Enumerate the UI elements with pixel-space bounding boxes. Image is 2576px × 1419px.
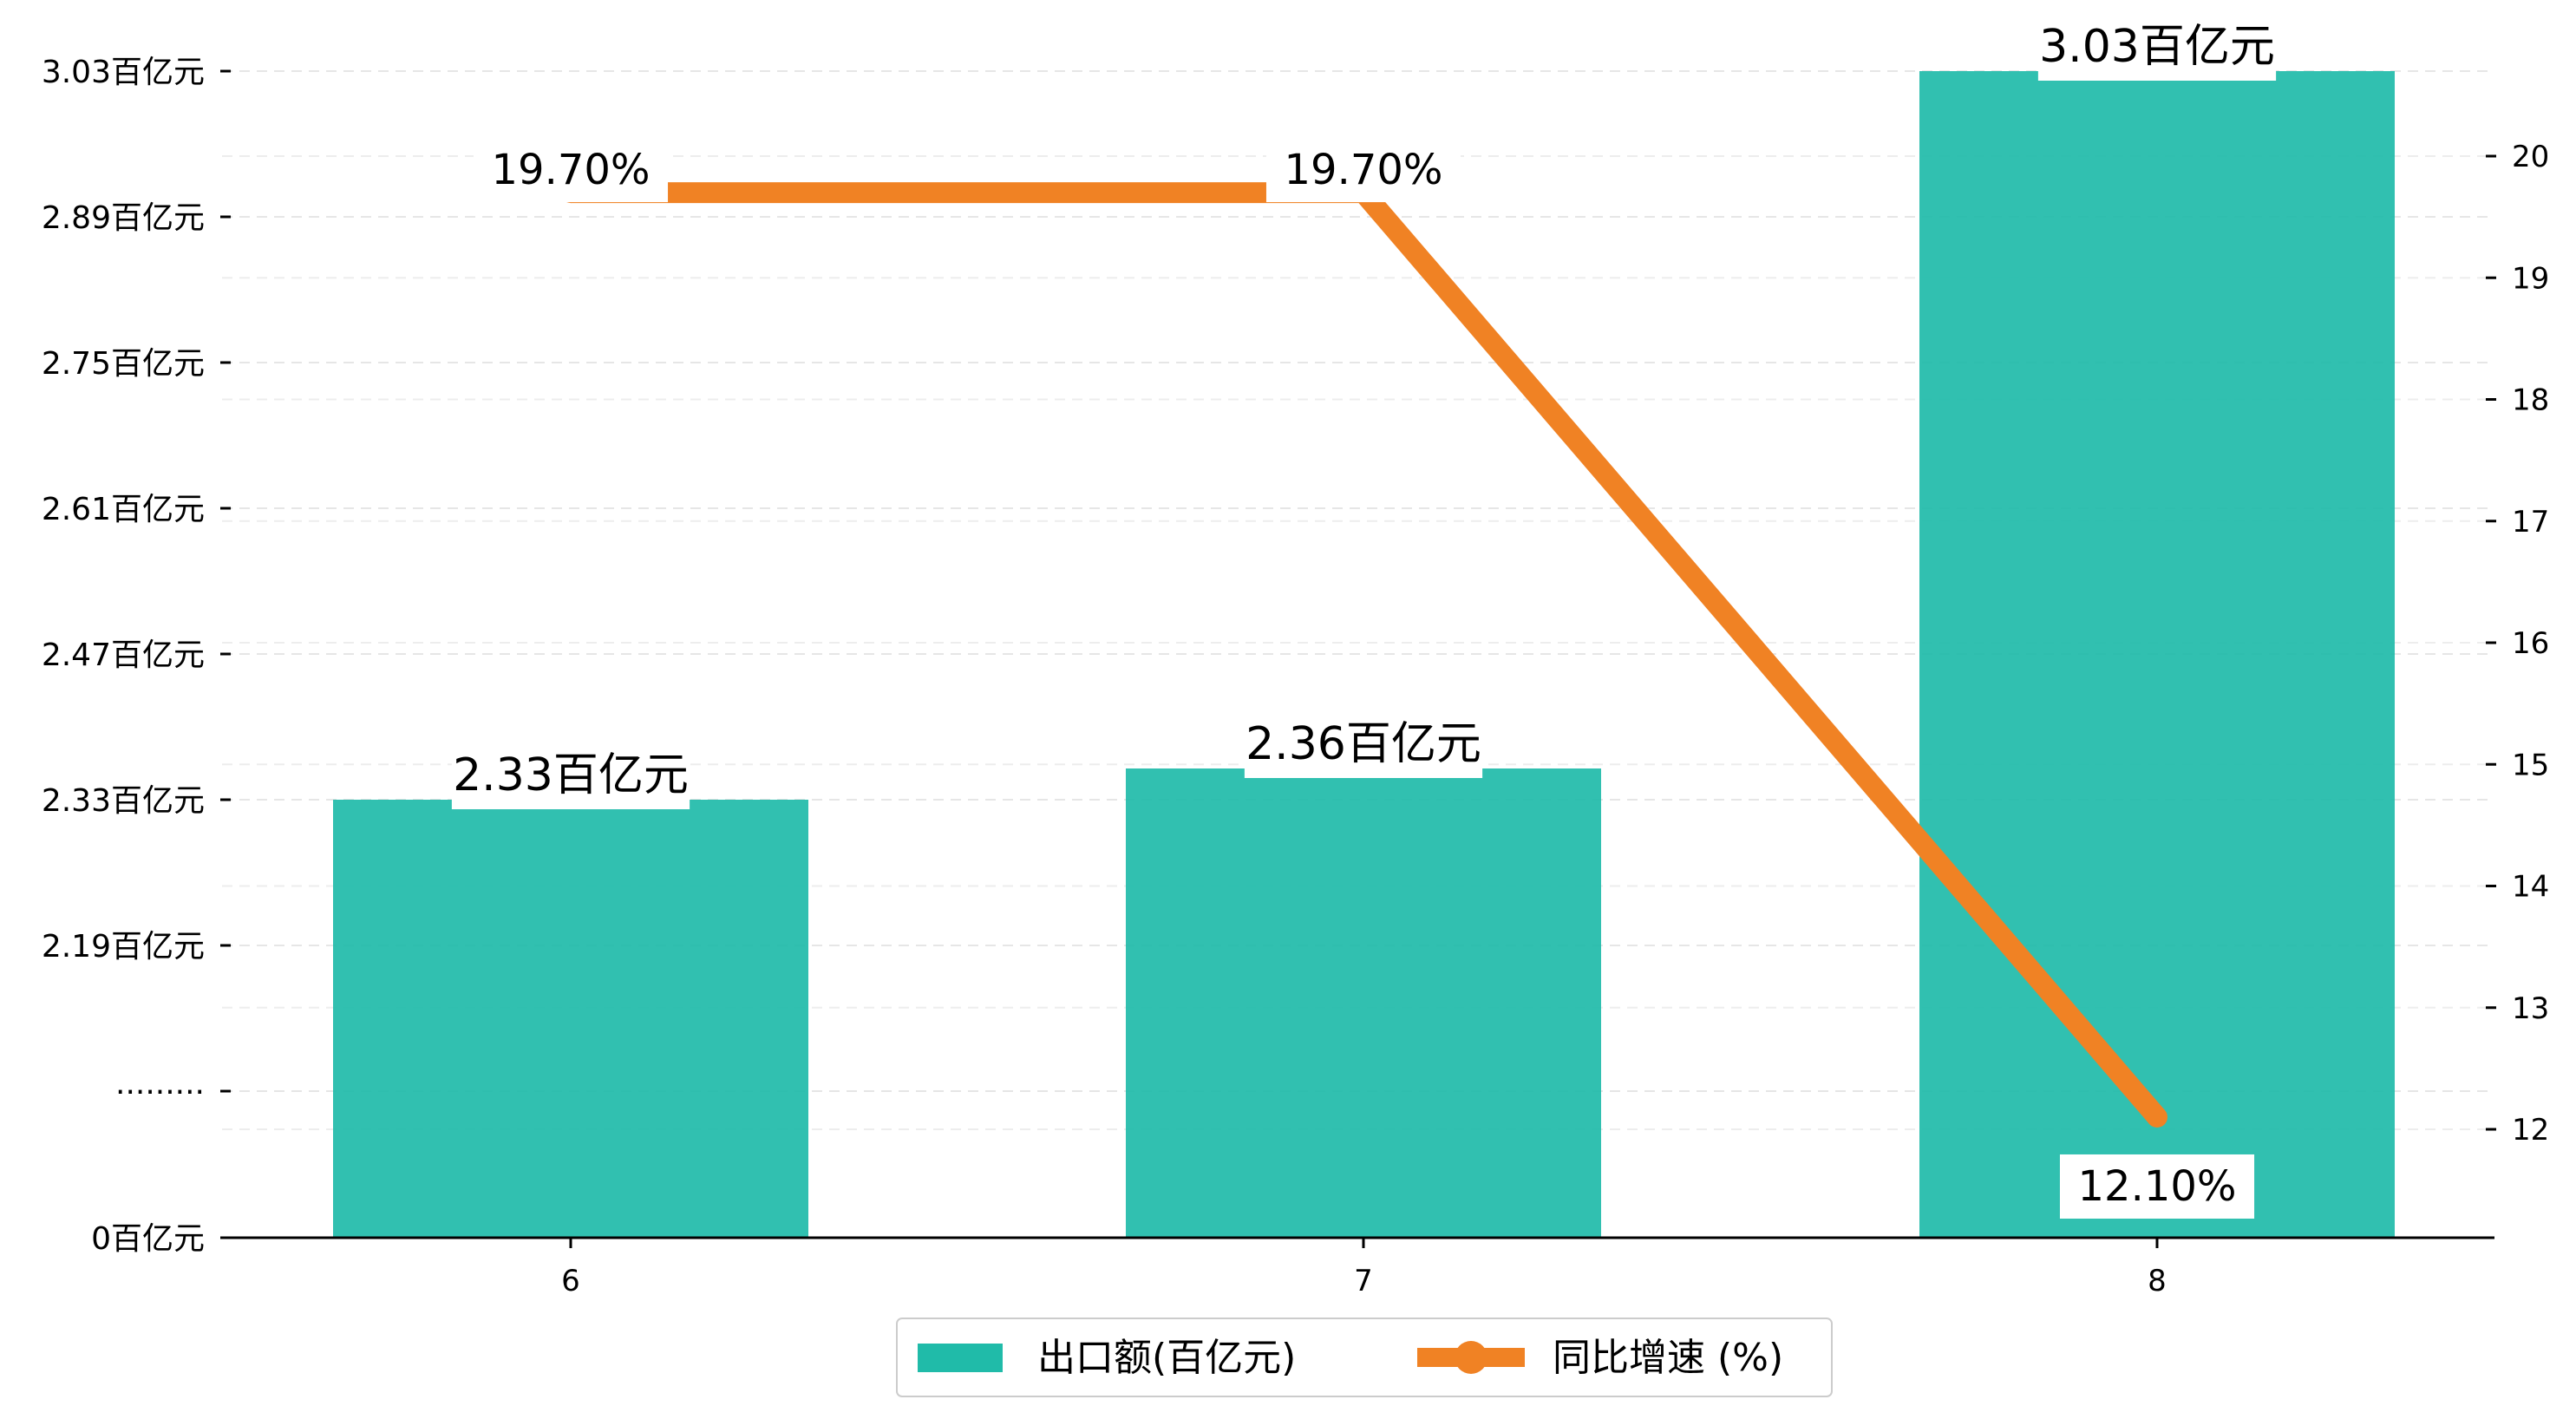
x-tick-label: 7 — [1354, 1264, 1373, 1298]
left-tick-label: 0百亿元 — [91, 1221, 205, 1257]
line-label-8-text: 12.10% — [2077, 1162, 2236, 1211]
right-tick-label: 19 — [2512, 261, 2549, 296]
line-label-7: 19.70% — [1265, 138, 1461, 203]
left-tick-label: 2.75百亿元 — [42, 346, 205, 382]
right-tick-label: 18 — [2512, 383, 2549, 418]
axes: 0百亿元 ········· 2.19百亿元 2.33百亿元 2.47百亿元 2.61百亿… — [42, 55, 2549, 1298]
right-tick-label: 16 — [2512, 626, 2549, 661]
line-label-8: 12.10% — [2059, 1154, 2255, 1219]
right-tick-label: 13 — [2512, 991, 2549, 1026]
data-labels: 2.33百亿元 2.36百亿元 3.03百亿元 19.70% 19.70% 12.10% — [451, 13, 2277, 1219]
legend-swatch-line-marker — [1455, 1341, 1487, 1374]
bar-label-7: 2.36百亿元 — [1244, 710, 1483, 778]
left-tick-label: 2.19百亿元 — [42, 929, 205, 965]
bar-6 — [333, 800, 808, 1238]
bar-label-6-text: 2.33百亿元 — [453, 749, 689, 801]
right-tick-label: 14 — [2512, 870, 2549, 905]
left-tick-label: ········· — [115, 1075, 205, 1110]
right-tick-label: 15 — [2512, 748, 2549, 782]
right-tick-label: 20 — [2512, 140, 2549, 174]
line-point-8 — [2147, 1106, 2167, 1128]
left-tick-label: 2.89百亿元 — [42, 200, 205, 236]
legend-box — [896, 1318, 1833, 1397]
line-label-6: 19.70% — [473, 138, 669, 203]
line-label-7-text: 19.70% — [1284, 146, 1442, 194]
legend-swatch-bar — [918, 1344, 1003, 1372]
bars — [333, 71, 2395, 1238]
bar-label-8-text: 3.03百亿元 — [2039, 21, 2275, 73]
legend: 出口额(百亿元) 同比增速 (%) — [896, 1318, 1833, 1397]
right-tick-label: 12 — [2512, 1113, 2549, 1148]
legend-label-bar: 出口额(百亿元) — [1037, 1336, 1296, 1380]
bar-label-7-text: 2.36百亿元 — [1246, 718, 1481, 770]
right-tick-label: 17 — [2512, 505, 2549, 539]
x-tick-label: 8 — [2148, 1264, 2167, 1298]
bar-label-8: 3.03百亿元 — [2037, 13, 2277, 81]
left-tick-label: 3.03百亿元 — [42, 55, 205, 90]
left-tick-label: 2.33百亿元 — [42, 783, 205, 819]
x-tick-label: 6 — [561, 1264, 580, 1298]
left-tick-label: 2.61百亿元 — [42, 492, 205, 527]
bar-7 — [1126, 768, 1601, 1238]
left-tick-label: 2.47百亿元 — [42, 638, 205, 673]
bar-8 — [1919, 71, 2395, 1238]
line-label-6-text: 19.70% — [491, 146, 650, 194]
legend-label-line: 同比增速 (%) — [1553, 1336, 1783, 1380]
bar-label-6: 2.33百亿元 — [451, 742, 690, 809]
